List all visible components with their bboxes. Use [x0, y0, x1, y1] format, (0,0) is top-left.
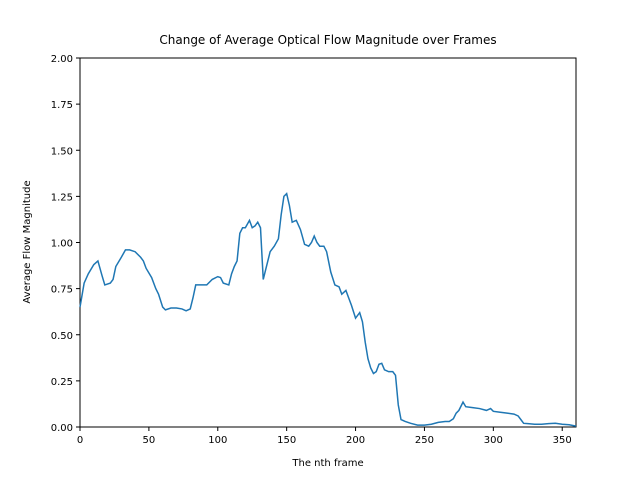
y-tick-label: 2.00 — [51, 54, 73, 65]
x-tick-label: 250 — [415, 435, 434, 446]
plot-frame — [79, 57, 577, 428]
y-tick-label: 0.75 — [51, 285, 73, 296]
data-line — [79, 192, 577, 427]
y-tick-label: 1.00 — [51, 239, 73, 250]
y-tick-label: 1.75 — [51, 100, 73, 111]
y-tick-label: 1.50 — [51, 146, 73, 157]
x-axis-label: The nth frame — [291, 458, 363, 469]
x-tick-label: 150 — [277, 435, 296, 446]
y-tick-label: 1.25 — [51, 192, 73, 203]
x-tick-label: 50 — [143, 435, 156, 446]
x-tick-label: 350 — [553, 435, 572, 446]
y-tick-label: 0.50 — [51, 331, 73, 342]
chart-title: Change of Average Optical Flow Magnitude… — [159, 33, 496, 47]
y-tick-label: 0.25 — [51, 377, 73, 388]
x-tick-label: 0 — [77, 435, 83, 446]
y-axis-label: Average Flow Magnitude — [22, 180, 33, 303]
x-tick-label: 300 — [484, 435, 503, 446]
x-tick-label: 100 — [208, 435, 227, 446]
y-tick-label: 0.00 — [51, 423, 73, 434]
x-tick-label: 200 — [346, 435, 365, 446]
